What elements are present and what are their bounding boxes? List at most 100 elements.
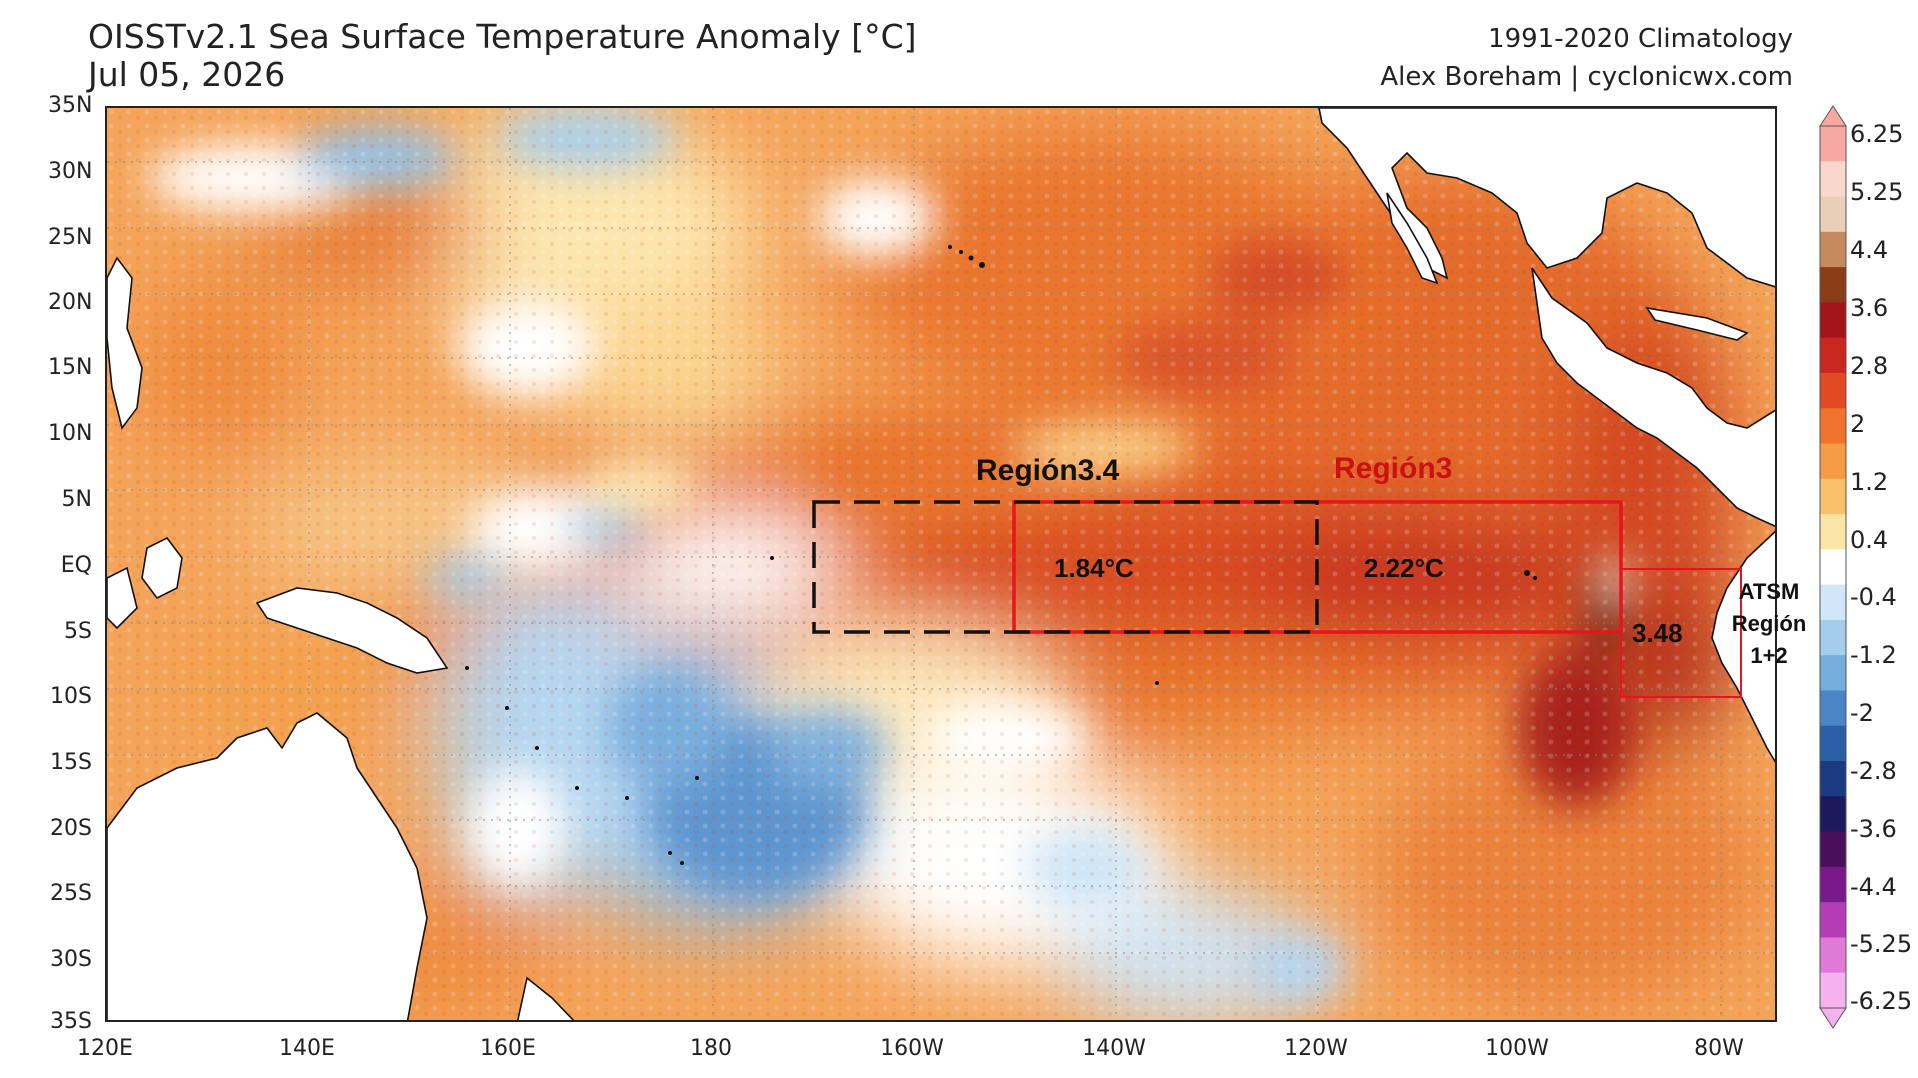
borneo-sulawesi — [141, 536, 183, 600]
colorbar-label: -5.25 — [1850, 930, 1913, 958]
region12-label-line: 1+2 — [1750, 643, 1788, 668]
lon-label: 160E — [480, 1036, 536, 1061]
colorbar-label: -2.8 — [1850, 757, 1897, 785]
lat-label: 10N — [48, 421, 93, 446]
colorbar-segment — [1820, 937, 1846, 974]
lon-label: 140W — [1082, 1036, 1146, 1061]
lon-label: 140E — [279, 1036, 335, 1061]
colorbar-label: -3.6 — [1850, 815, 1897, 843]
region12-label-line: ATSM — [1738, 579, 1800, 604]
colorbar-segment — [1820, 196, 1846, 233]
colorbar-label: -4.4 — [1850, 873, 1897, 901]
lat-label: 20N — [48, 290, 93, 315]
new-zealand-land — [517, 976, 575, 1020]
colorbar-bottom-arrow — [1819, 1007, 1847, 1029]
colorbar-segment — [1820, 161, 1846, 198]
colorbar-segment — [1820, 231, 1846, 268]
cuba-island — [1645, 306, 1749, 341]
colorbar-segment — [1820, 337, 1846, 374]
colorbar-segment — [1820, 690, 1846, 727]
colorbar-segment — [1820, 902, 1846, 939]
colorbar-label: 0.4 — [1850, 526, 1889, 554]
colorbar-label: 3.6 — [1850, 294, 1889, 322]
colorbar-segment — [1820, 619, 1846, 656]
colorbar-label: 1.2 — [1850, 468, 1889, 496]
lon-label: 120W — [1284, 1036, 1348, 1061]
region34-label: Región3.4 — [976, 454, 1120, 487]
colorbar-label: -1.2 — [1850, 641, 1897, 669]
colorbar-outline — [1819, 125, 1847, 1009]
small-islands — [465, 245, 1537, 865]
colorbar-segment — [1820, 478, 1846, 515]
region12-box — [1620, 568, 1742, 698]
colorbar-segment — [1820, 831, 1846, 868]
climatology-label: 1991-2020 Climatology — [1488, 24, 1793, 54]
colorbar-label: -0.4 — [1850, 583, 1897, 611]
lat-label: 25N — [48, 225, 93, 250]
lat-label: 35N — [48, 93, 93, 118]
colorbar-segment — [1820, 443, 1846, 480]
region3-value: 2.22°C — [1364, 553, 1444, 583]
credit-label: Alex Boreham | cyclonicwx.com — [1380, 62, 1793, 92]
baja-peninsula — [1386, 192, 1439, 285]
map-svg — [107, 108, 1775, 1020]
colorbar-top-arrow — [1819, 105, 1847, 127]
region3-label: Región3 — [1334, 452, 1453, 485]
australia-land — [107, 712, 428, 1020]
lon-label: 100W — [1485, 1036, 1549, 1061]
lon-label: 120E — [77, 1036, 133, 1061]
colorbar-segment — [1820, 408, 1846, 445]
lat-label: 15S — [50, 750, 92, 775]
landmasses — [107, 108, 1775, 1020]
lat-label: EQ — [60, 553, 92, 578]
colorbar — [1819, 105, 1847, 1029]
colorbar-segment — [1820, 372, 1846, 409]
colorbar-segment — [1820, 761, 1846, 797]
colorbar-segment — [1820, 796, 1846, 833]
indonesia-west — [107, 566, 138, 630]
colorbar-segment — [1820, 866, 1846, 903]
region12-value: 3.48 — [1632, 618, 1683, 648]
colorbar-label: 2 — [1850, 410, 1866, 438]
region34-box — [812, 500, 1319, 634]
colorbar-segment — [1820, 725, 1846, 762]
lat-label: 30S — [50, 947, 92, 972]
region12-label-line: Región — [1731, 611, 1807, 636]
new-guinea-land — [255, 587, 449, 674]
central-america-land — [1531, 267, 1775, 528]
colorbar-segment — [1820, 126, 1846, 162]
lat-label: 35S — [50, 1009, 92, 1034]
colorbar-segment — [1820, 267, 1846, 303]
colorbar-segment — [1820, 549, 1846, 586]
colorbar-segment — [1820, 584, 1846, 621]
colorbar-label: 4.4 — [1850, 236, 1889, 264]
colorbar-label: -2 — [1850, 699, 1874, 727]
region34-value: 1.84°C — [1054, 553, 1134, 583]
colorbar-segment — [1820, 514, 1846, 550]
colorbar-label: 5.25 — [1850, 178, 1904, 206]
region12-label: ATSM Región 1+2 — [1730, 576, 1808, 672]
sst-anomaly-map — [105, 106, 1777, 1022]
lat-label: 5S — [64, 619, 92, 644]
south-america-land — [1711, 530, 1775, 763]
colorbar-label: -6.25 — [1850, 987, 1913, 1015]
lat-label: 30N — [48, 159, 93, 184]
lat-label: 15N — [48, 355, 93, 380]
lon-label: 180 — [690, 1036, 732, 1061]
colorbar-segments — [1820, 126, 1846, 1009]
lat-label: 5N — [61, 487, 92, 512]
colorbar-segment — [1820, 302, 1846, 339]
lat-label: 25S — [50, 881, 92, 906]
lat-label: 10S — [50, 684, 92, 709]
colorbar-segment — [1820, 655, 1846, 692]
lon-label: 80W — [1694, 1036, 1744, 1061]
map-date: Jul 05, 2026 — [88, 55, 286, 94]
map-title: OISSTv2.1 Sea Surface Temperature Anomal… — [88, 17, 917, 56]
colorbar-label: 6.25 — [1850, 120, 1904, 148]
colorbar-label: 2.8 — [1850, 352, 1889, 380]
philippines-land — [107, 256, 143, 430]
lat-label: 20S — [50, 816, 92, 841]
nino-region-boxes — [812, 500, 1742, 698]
colorbar-segment — [1820, 972, 1846, 1009]
lon-label: 160W — [880, 1036, 944, 1061]
